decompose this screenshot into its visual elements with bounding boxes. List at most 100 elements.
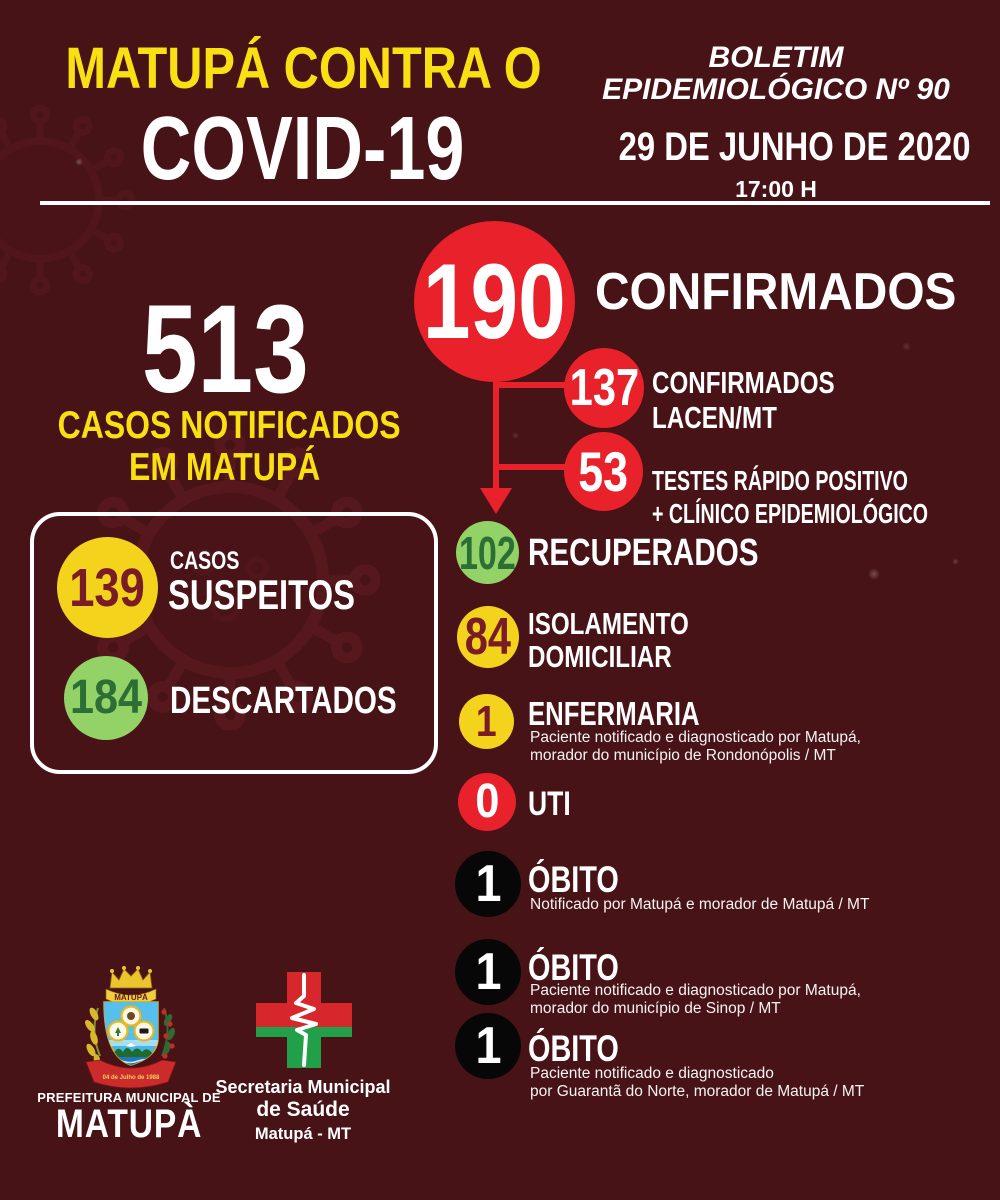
suspects-label-big-text: SUSPEITOS — [168, 571, 355, 618]
home-isolation-circle: 84 — [457, 606, 519, 668]
death3-note: Paciente notificado e diagnosticado por … — [530, 1065, 864, 1101]
death2-note-line1: Paciente notificado e diagnosticado por … — [530, 982, 861, 999]
infirmary-note-line2: morador do município de Rondonópolis / M… — [530, 746, 836, 764]
death1-note: Notificado por Matupá e morador de Matup… — [530, 896, 869, 914]
suspects-label-small: CASOS — [170, 549, 259, 574]
page-title-line1-text: MATUPÁ CONTRA O — [65, 36, 542, 101]
notified-caption-line1-text: CASOS NOTIFICADOS — [57, 404, 401, 447]
page-title-line2: COVID-19 — [20, 104, 585, 194]
death1-label-text: ÓBITO — [528, 859, 619, 900]
notified-count: 513 — [20, 280, 430, 419]
discarded-label: DESCARTADOS — [170, 682, 461, 720]
confirmed-rapidtest-circle: 53 — [564, 432, 643, 511]
background-speck — [902, 342, 911, 351]
crest-right-branch — [161, 1007, 175, 1059]
death2-value: 1 — [474, 943, 502, 1001]
background-speck — [512, 432, 519, 439]
secretaria-name-line1: Secretaria Municipal — [215, 1077, 391, 1097]
bulletin-number: BOLETIM EPIDEMIOLÓGICO Nº 90 — [580, 41, 972, 107]
home-isolation-label: ISOLAMENTO DOMICILIAR — [528, 607, 734, 674]
discarded-circle: 184 — [64, 656, 148, 740]
death3-label: ÓBITO — [528, 1030, 645, 1067]
infirmary-label: ENFERMARIA — [528, 697, 748, 730]
death2-label: ÓBITO — [528, 949, 645, 986]
suspects-label-big: SUSPEITOS — [168, 574, 408, 616]
suspects-label-small-text: CASOS — [170, 547, 240, 575]
death3-note-line2: por Guarantã do Norte, morador de Matupá… — [530, 1082, 865, 1100]
icu-value: 0 — [474, 775, 500, 828]
confirmed-total-label-text: CONFIRMADOS — [595, 263, 957, 321]
icu-label-text: UTI — [528, 785, 571, 823]
death2-note-line2: morador do município de Sinop / MT — [530, 999, 781, 1017]
bulletin-time: 17:00 H — [735, 175, 817, 202]
confirmed-rapidtest-value: 53 — [578, 439, 629, 503]
heartbeat-line-icon — [290, 973, 318, 1067]
notified-count-value: 513 — [141, 280, 309, 419]
death2-label-text: ÓBITO — [528, 947, 619, 988]
prefeitura-name-line2-text: MATUPÀ — [55, 1102, 203, 1146]
confirmed-lacen-label-line1: CONFIRMADOS — [652, 365, 835, 400]
discarded-label-text: DESCARTADOS — [170, 680, 397, 722]
page-title-line2-text: COVID-19 — [140, 99, 465, 199]
recovered-label: RECUPERADOS — [528, 534, 824, 572]
confirmed-rapidtest-label-line1: TESTES RÁPIDO POSITIVO — [652, 465, 908, 496]
infirmary-circle: 1 — [459, 694, 514, 749]
background-speck — [952, 558, 959, 565]
death3-label-text: ÓBITO — [528, 1028, 619, 1069]
death3-circle: 1 — [455, 1013, 521, 1079]
crest-ribbon — [85, 1059, 177, 1089]
death3-value: 1 — [474, 1017, 502, 1075]
recovered-label-text: RECUPERADOS — [528, 532, 759, 574]
confirmed-rapidtest-label-line2: + CLÍNICO EPIDEMIOLÓGICO — [652, 498, 929, 530]
infirmary-value: 1 — [476, 696, 497, 746]
confirmed-total-circle: 190 — [414, 221, 575, 382]
icu-label: UTI — [528, 787, 583, 821]
secretaria-name: Secretaria Municipal de Saúde Matupá - M… — [205, 1077, 401, 1144]
confirmed-total-value: 190 — [423, 241, 566, 361]
recovered-circle: 102 — [456, 521, 519, 584]
notified-caption-line1: CASOS NOTIFICADOS — [20, 406, 430, 445]
death1-circle: 1 — [455, 851, 521, 917]
infirmary-label-text: ENFERMARIA — [528, 695, 700, 732]
crest-ribbon-text: 04 de Julho de 1988 — [103, 1075, 160, 1081]
home-isolation-label-line2: DOMICILIAR — [528, 638, 672, 674]
death2-circle: 1 — [455, 939, 521, 1005]
prefeitura-name-line1-text: PREFEITURA MUNICIPAL DE — [37, 1090, 221, 1105]
death2-note: Paciente notificado e diagnosticado por … — [530, 982, 861, 1018]
death1-label: ÓBITO — [528, 861, 645, 898]
infirmary-note-line1: Paciente notificado e diagnosticado por … — [530, 729, 861, 746]
crest-emblems — [107, 1005, 155, 1042]
confirmed-lacen-label: CONFIRMADOS LACEN/MT — [652, 365, 886, 435]
death1-value: 1 — [474, 855, 502, 913]
header-divider — [40, 201, 990, 205]
recovered-value: 102 — [459, 526, 516, 579]
crest-banner-text: MATUPÁ — [114, 993, 148, 1002]
infirmary-note: Paciente notificado e diagnosticado por … — [530, 729, 861, 765]
confirmed-total-label: CONFIRMADOS — [595, 266, 988, 318]
bulletin-date-text: 29 DE JUNHO DE 2020 — [618, 124, 971, 169]
page-title-line1: MATUPÁ CONTRA O — [20, 40, 585, 98]
confirmed-lacen-circle: 137 — [564, 348, 644, 428]
bulletin-info-block: BOLETIM EPIDEMIOLÓGICO Nº 90 29 DE JUNHO… — [580, 41, 972, 203]
suspects-circle: 139 — [57, 537, 158, 638]
secretaria-name-line2: de Saúde — [256, 1097, 350, 1121]
notified-caption-line2-text: EM MATUPÁ — [129, 446, 321, 489]
confirmed-lacen-value: 137 — [569, 359, 639, 417]
discarded-value: 184 — [69, 671, 143, 724]
crest-left-branch — [85, 1007, 101, 1066]
home-isolation-value: 84 — [464, 608, 512, 666]
crest-crown — [109, 968, 153, 989]
bulletin-line2: EPIDEMIOLÓGICO Nº 90 — [602, 73, 950, 107]
background-speck — [75, 158, 83, 166]
matupa-coat-of-arms: MATUPÁ 04 de Julho de 1988 — [85, 966, 177, 1089]
confirmed-rapidtest-label: TESTES RÁPIDO POSITIVO + CLÍNICO EPIDEMI… — [652, 464, 1000, 530]
background-speck — [868, 568, 880, 580]
confirmed-lacen-label-line2: LACEN/MT — [652, 399, 777, 435]
bulletin-line1: BOLETIM — [708, 41, 844, 74]
death3-note-line1: Paciente notificado e diagnosticado — [530, 1065, 774, 1082]
secretaria-location: Matupá - MT — [254, 1124, 352, 1143]
bulletin-date: 29 DE JUNHO DE 2020 — [580, 125, 972, 170]
prefeitura-name-line2: MATUPÀ — [29, 1101, 229, 1147]
suspects-box — [30, 512, 438, 774]
